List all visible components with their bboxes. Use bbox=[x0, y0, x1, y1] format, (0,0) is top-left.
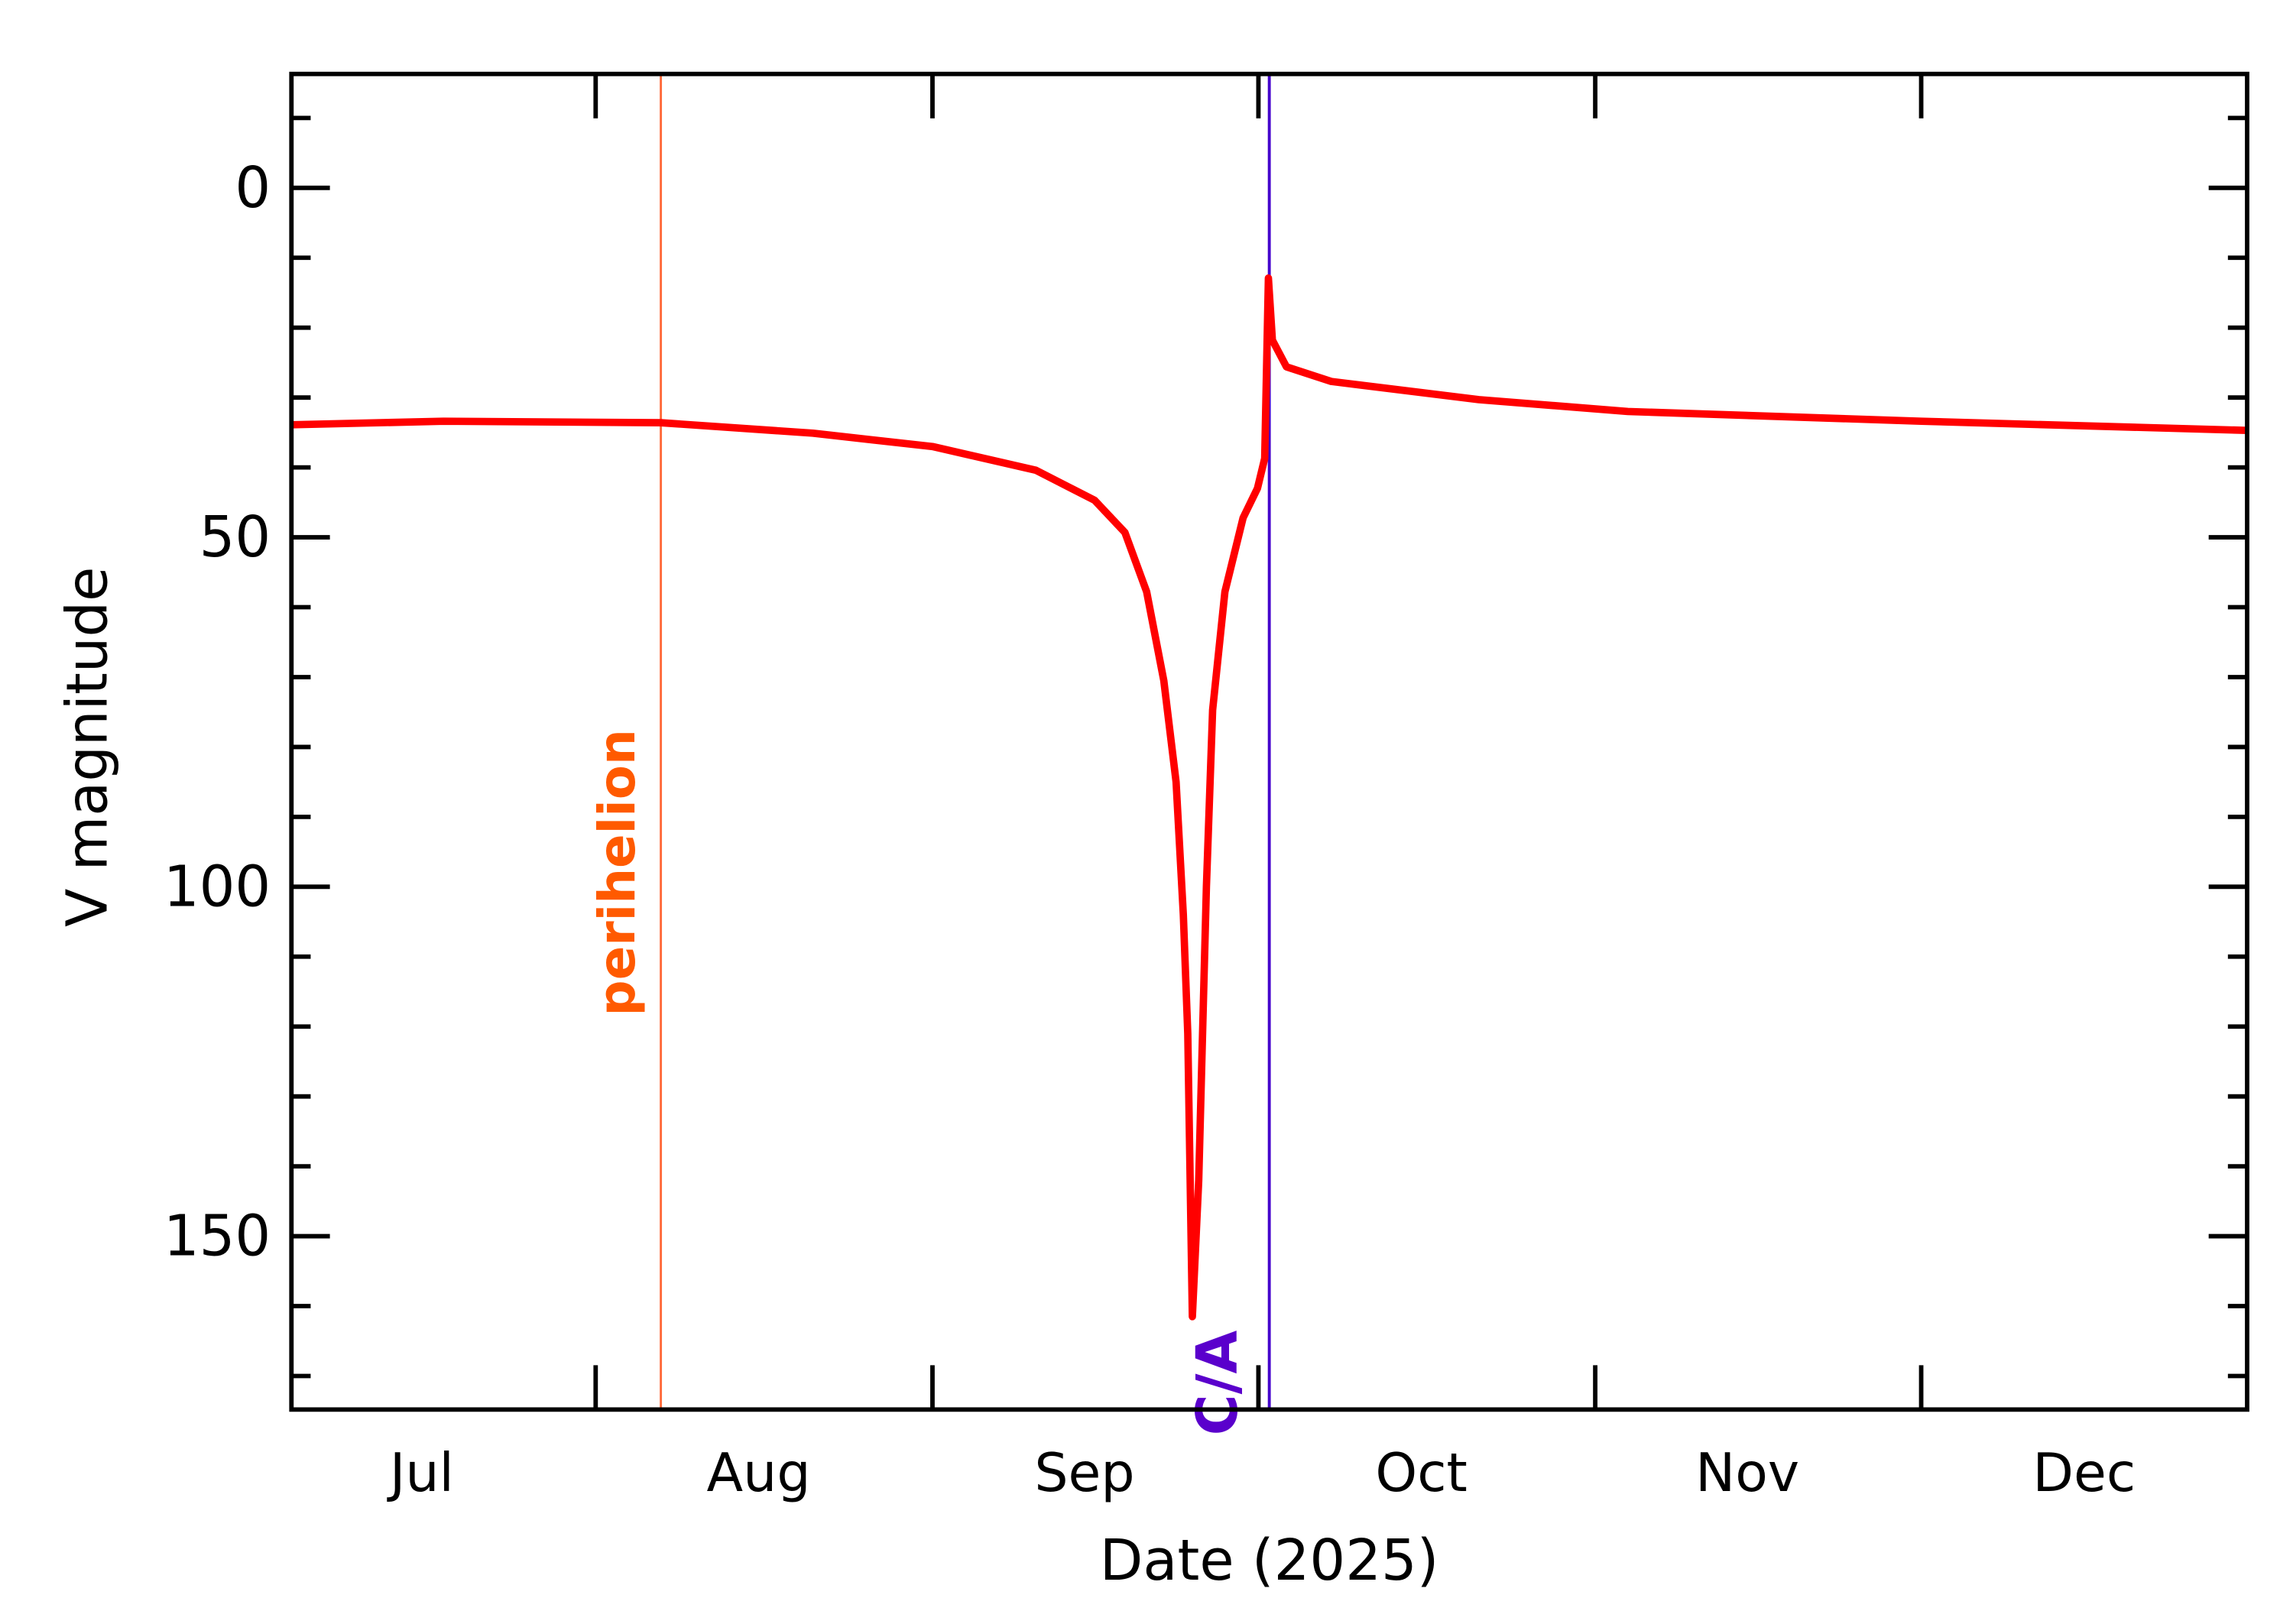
x-tick-label: Sep bbox=[1034, 1442, 1134, 1504]
x-tick-label: Oct bbox=[1375, 1442, 1467, 1504]
plot-frame bbox=[289, 71, 2249, 1412]
y-tick-label: 100 bbox=[164, 854, 271, 919]
x-tick-label: Dec bbox=[2032, 1442, 2136, 1504]
y-tick-label: 50 bbox=[199, 505, 271, 570]
annotation-label: C/A bbox=[1185, 1331, 1250, 1436]
x-tick-label: Jul bbox=[387, 1442, 454, 1504]
x-tick-label: Nov bbox=[1695, 1442, 1799, 1504]
axis-ticks bbox=[291, 73, 2247, 1410]
series-layer bbox=[291, 274, 2248, 1321]
x-axis-title: Date (2025) bbox=[1100, 1528, 1439, 1593]
y-tick-label: 150 bbox=[164, 1204, 271, 1269]
y-axis-title: V magnitude bbox=[55, 567, 120, 927]
x-tick-label: Aug bbox=[707, 1442, 811, 1504]
annotation-label: perihelion bbox=[588, 729, 647, 1016]
tick-labels: 0 50 100 150 Jul Aug Sep Oct Nov Dec bbox=[164, 156, 2136, 1504]
annotations: perihelion C/A bbox=[588, 73, 1271, 1436]
y-tick-label: 0 bbox=[235, 156, 271, 221]
